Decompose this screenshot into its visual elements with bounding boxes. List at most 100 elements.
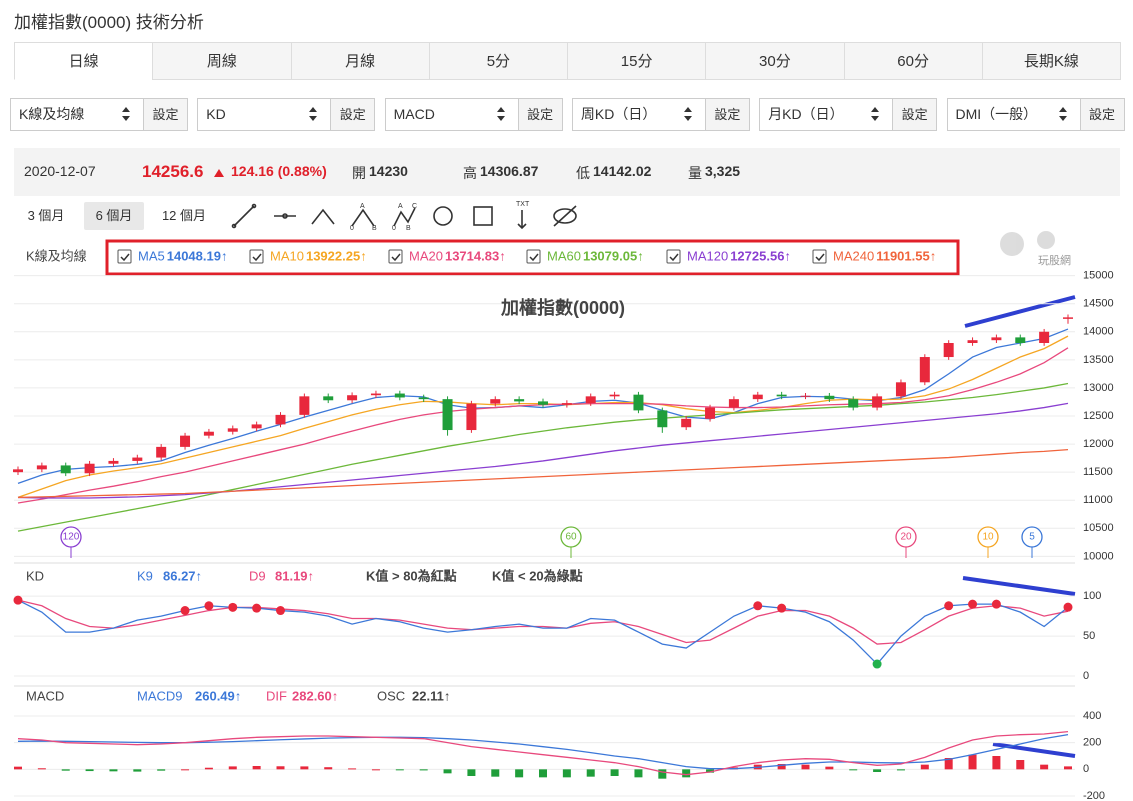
svg-text:0: 0 xyxy=(392,225,396,232)
svg-text:C: C xyxy=(412,203,417,210)
quote-open: 14230 xyxy=(369,163,408,179)
candle-body xyxy=(251,424,262,429)
settings-button[interactable]: 設定 xyxy=(143,98,188,131)
kd-dot xyxy=(1063,602,1073,612)
period-marker xyxy=(60,526,82,548)
candle-body xyxy=(681,418,692,428)
candle-body xyxy=(585,396,596,404)
select[interactable]: 月KD（日） xyxy=(759,98,894,131)
svg-text:TXT: TXT xyxy=(516,201,530,208)
y-tick-label: 50 xyxy=(1083,630,1095,642)
legend-value: 282.60↑ xyxy=(292,688,338,703)
tab[interactable]: 長期K線 xyxy=(981,42,1121,80)
candle-body xyxy=(561,403,572,405)
select-arrow xyxy=(871,116,880,121)
osc-bar xyxy=(849,769,858,771)
candle-body xyxy=(657,410,668,428)
osc-bar xyxy=(300,766,309,770)
tab[interactable]: 5分 xyxy=(428,42,568,80)
osc-bar xyxy=(873,769,882,772)
drawn-trend-line xyxy=(962,576,1076,596)
settings-button[interactable]: 設定 xyxy=(330,98,376,131)
period-marker-label: 5 xyxy=(1029,532,1035,543)
select-arrow xyxy=(683,116,692,121)
y-tick-label: 0 xyxy=(1083,763,1089,775)
settings-button[interactable]: 設定 xyxy=(1079,98,1125,131)
tab[interactable]: 30分 xyxy=(705,42,845,80)
osc-bar xyxy=(157,769,166,771)
tab[interactable]: 日線 xyxy=(14,42,154,80)
period-marker xyxy=(895,526,917,548)
y-tick-label: 10000 xyxy=(1083,550,1114,562)
ma-line xyxy=(17,599,1069,665)
quote-change: 124.16 (0.88%) xyxy=(231,163,327,179)
legend-name: K9 xyxy=(137,568,153,583)
select[interactable]: K線及均線 xyxy=(10,98,144,131)
select[interactable]: KD xyxy=(197,98,332,131)
y-tick-label: 0 xyxy=(1083,670,1089,682)
osc-bar xyxy=(443,769,452,774)
ma-line xyxy=(17,347,1069,504)
kd-dot xyxy=(753,601,763,611)
tab[interactable]: 周線 xyxy=(152,42,292,80)
settings-button[interactable]: 設定 xyxy=(892,98,938,131)
check-mark xyxy=(252,253,262,262)
logo xyxy=(1000,231,1055,256)
period-button[interactable]: 12 個月 xyxy=(161,208,207,223)
y-tick-label: 11500 xyxy=(1083,466,1113,478)
settings-button[interactable]: 設定 xyxy=(517,98,563,131)
osc-bar xyxy=(1040,764,1049,770)
candle-body xyxy=(633,394,644,411)
y-tick-label: 14000 xyxy=(1083,326,1114,338)
select-arrow xyxy=(122,116,130,121)
y-tick-label: 12000 xyxy=(1083,438,1114,450)
osc-bar xyxy=(467,769,476,776)
osc-bar xyxy=(228,766,237,770)
check-mark xyxy=(815,253,825,262)
osc-bar xyxy=(252,766,261,770)
candle-body xyxy=(180,435,191,447)
y-tick-label: 13500 xyxy=(1083,354,1114,366)
settings-button[interactable]: 設定 xyxy=(704,98,750,131)
tab[interactable]: 60分 xyxy=(843,42,983,80)
osc-bar xyxy=(968,754,977,770)
legend-value: 81.19↑ xyxy=(275,568,314,583)
candle-body xyxy=(108,460,119,464)
checkbox xyxy=(666,249,681,264)
candle-body xyxy=(227,428,238,432)
tab[interactable]: 15分 xyxy=(567,42,707,80)
osc-bar xyxy=(491,769,500,777)
osc-bar xyxy=(109,769,118,772)
select[interactable]: 周KD（日） xyxy=(571,98,706,131)
y-tick-label: 11000 xyxy=(1083,494,1113,506)
select-arrow xyxy=(871,107,880,112)
legend-value: 13714.83↑ xyxy=(445,248,506,263)
legend-value: 260.49↑ xyxy=(195,688,241,703)
osc-bar xyxy=(634,769,643,778)
checkbox xyxy=(249,249,264,264)
period-button[interactable]: 3 個月 xyxy=(27,208,65,223)
osc-bar xyxy=(515,769,524,778)
legend-name: MA60 xyxy=(547,248,581,263)
chart-title: 加權指數(0000) xyxy=(500,297,625,318)
y-tick-label: 15000 xyxy=(1083,270,1114,282)
ma-line xyxy=(17,382,1069,532)
quote-date: 2020-12-07 xyxy=(24,163,96,179)
legend-name: MA120 xyxy=(687,248,728,263)
period-button[interactable]: 6 個月 xyxy=(84,202,144,230)
tab[interactable]: 月線 xyxy=(290,42,430,80)
period-marker xyxy=(977,526,999,548)
quote-bar xyxy=(14,148,1120,196)
osc-bar xyxy=(610,769,619,776)
quote-high-label: 高 xyxy=(463,165,477,181)
osc-bar xyxy=(920,764,929,770)
candle-body xyxy=(132,457,143,461)
legend-title: K線及均線 xyxy=(26,248,87,263)
candle-body xyxy=(490,399,501,404)
select[interactable]: MACD xyxy=(384,98,519,131)
select[interactable]: DMI（一般） xyxy=(946,98,1081,131)
candle-body xyxy=(895,382,906,397)
osc-bar xyxy=(14,766,22,770)
